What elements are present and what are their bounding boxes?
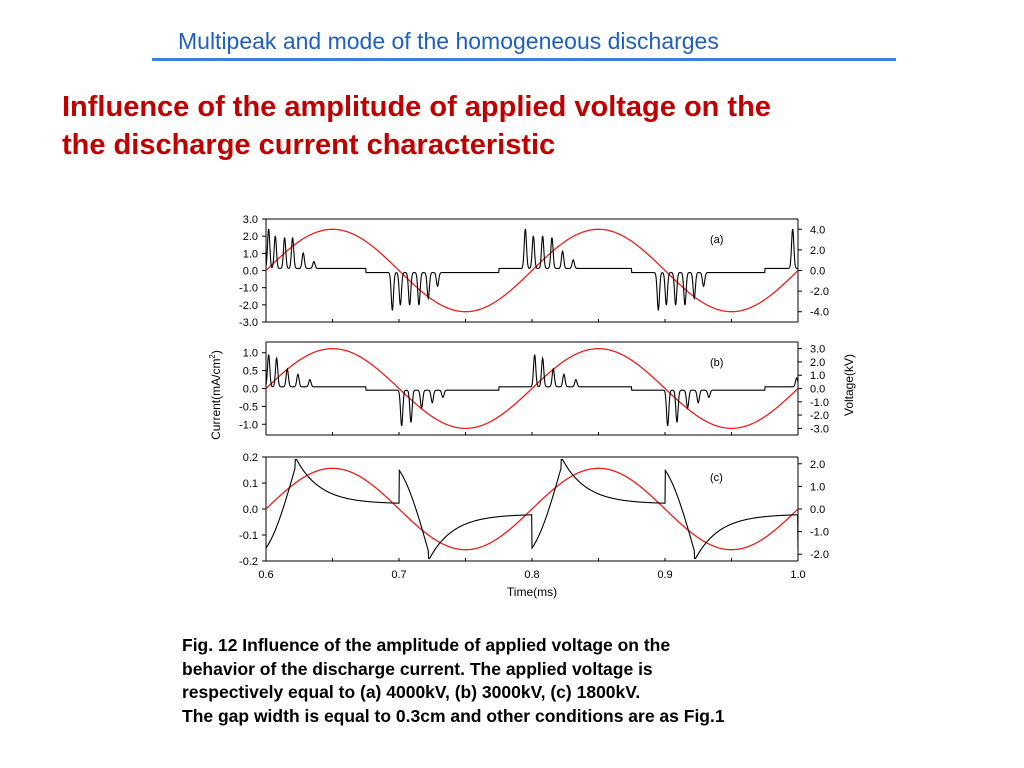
panel-label: (a) <box>710 234 723 246</box>
voltage-tick-label: 0.0 <box>810 504 825 516</box>
current-tick-label: -0.2 <box>239 556 258 568</box>
caption-line-4: The gap width is equal to 0.3cm and othe… <box>182 705 725 726</box>
x-axis: 0.6 0.7 0.8 0.9 1.0 <box>258 569 805 581</box>
current-tick-label: 0.5 <box>243 366 258 378</box>
panel-1: 3.0 2.0 1.0 0.0 -1.0 -2.0 -3.0 4.0 2.0 0.0 -2.0 -4.… <box>239 214 829 329</box>
current-tick-label: -1.0 <box>239 419 258 431</box>
voltage-tick-label: -2.0 <box>810 286 829 298</box>
voltage-tick-label: -4.0 <box>810 307 829 319</box>
voltage-tick-label: 1.0 <box>810 370 825 382</box>
left-axis-label-sup: 2 <box>208 354 217 359</box>
current-tick-label: 2.0 <box>243 231 258 243</box>
voltage-tick-label: -1.0 <box>810 527 829 539</box>
voltage-tick-label: -1.0 <box>810 397 829 409</box>
voltage-tick-label: 0.0 <box>810 266 825 278</box>
current-tick-label: 1.0 <box>243 348 258 360</box>
slide-heading: Influence of the amplitude of applied vo… <box>62 88 962 164</box>
voltage-tick-label: 0.0 <box>810 384 825 396</box>
panel-label: (c) <box>710 472 723 484</box>
caption-line-2: behavior of the discharge current. The a… <box>182 658 653 679</box>
voltage-series <box>265 347 799 430</box>
voltage-tick-label: 4.0 <box>810 224 825 236</box>
header-title: Multipeak and mode of the homogeneous di… <box>178 28 719 54</box>
voltage-tick-label: 2.0 <box>810 245 825 257</box>
discharge-figure: 3.02.01.00.0-1.0-2.0-3.04.02.00.0-2.0-4.… <box>208 214 856 599</box>
voltage-tick-label: 2.0 <box>810 357 825 369</box>
voltage-series <box>265 467 799 551</box>
left-axis-label: Current(mA/cm2) <box>208 350 223 440</box>
left-axis-label-close: ) <box>209 350 223 354</box>
voltage-tick-label: 2.0 <box>810 459 825 471</box>
panel-2: 1.00.50.0-0.5-1.03.02.01.00.0-1.0-2.0-3.… <box>239 341 829 436</box>
current-tick-label: 0.1 <box>243 478 258 490</box>
voltage-tick-label: 3.0 <box>810 344 825 356</box>
slide-heading-line-2: the discharge current characteristic <box>62 129 556 161</box>
slide-heading-line-1: Influence of the amplitude of applied vo… <box>62 91 771 123</box>
current-series <box>265 354 799 427</box>
x-tick-label: 1.0 <box>790 569 805 581</box>
figure-panels: 3.02.01.00.0-1.0-2.0-3.04.02.00.0-2.0-4.… <box>239 214 829 568</box>
voltage-tick-label: -2.0 <box>810 410 829 422</box>
left-axis-label-text: Current(mA/cm <box>209 359 223 440</box>
current-tick-label: 0.0 <box>243 266 258 278</box>
x-tick-label: 0.6 <box>258 569 273 581</box>
voltage-series <box>265 228 799 313</box>
current-tick-label: 3.0 <box>243 214 258 226</box>
current-tick-label: -1.0 <box>239 283 258 295</box>
current-series <box>265 459 799 559</box>
caption-line-3: respectively equal to (a) 4000kV, (b) 30… <box>182 682 641 702</box>
x-tick-label: 0.7 <box>391 569 406 581</box>
current-tick-label: 0.0 <box>243 384 258 396</box>
current-tick-label: 0.0 <box>243 504 258 516</box>
x-tick-label: 0.9 <box>657 569 672 581</box>
x-axis-label: Time(ms) <box>507 585 557 599</box>
voltage-tick-label: -2.0 <box>810 549 829 561</box>
current-tick-label: -3.0 <box>239 317 258 329</box>
voltage-tick-label: -3.0 <box>810 423 829 435</box>
current-tick-label: -2.0 <box>239 300 258 312</box>
figure-caption: Fig. 12 Influence of the amplitude of ap… <box>182 634 922 728</box>
x-tick-label: 0.8 <box>524 569 539 581</box>
current-series <box>265 228 798 311</box>
current-tick-label: 1.0 <box>243 248 258 260</box>
panel-label: (b) <box>710 357 723 369</box>
right-axis-label: Voltage(kV) <box>842 354 856 416</box>
voltage-tick-label: 1.0 <box>810 481 825 493</box>
current-tick-label: -0.1 <box>239 530 258 542</box>
caption-line-1: Fig. 12 Influence of the amplitude of ap… <box>182 635 671 655</box>
current-tick-label: -0.5 <box>239 401 258 413</box>
header-underline <box>152 58 896 61</box>
panel-3: 0.2 0.1 0.0 -0.1 -0.2 2.0 1.0 0.0 -1.0 -2.0 (c) <box>239 452 829 568</box>
current-tick-label: 0.2 <box>243 452 258 464</box>
